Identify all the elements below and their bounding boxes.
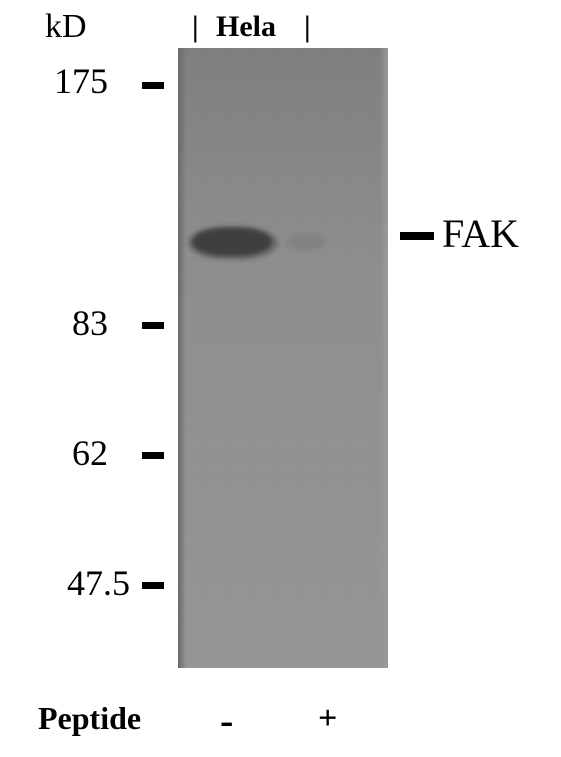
- mw-tick: [142, 322, 164, 329]
- blot-noise-overlay: [178, 48, 388, 668]
- fak-band-main: [192, 228, 272, 256]
- peptide-minus-sign: -: [220, 697, 233, 744]
- sample-header-left-bar: |: [192, 10, 199, 44]
- sample-header-right-bar: |: [304, 10, 311, 44]
- mw-label: 83: [72, 302, 108, 344]
- mw-tick: [142, 82, 164, 89]
- mw-tick: [142, 582, 164, 589]
- western-blot-image: [178, 48, 388, 668]
- protein-name-label: FAK: [442, 210, 519, 257]
- figure-container: kD | Hela | 175 83 62 47.5 FAK Peptide - +: [0, 0, 561, 757]
- mw-label: 62: [72, 432, 108, 474]
- mw-tick: [142, 452, 164, 459]
- fak-band-faint-plus-lane: [286, 234, 326, 250]
- peptide-row-label: Peptide: [38, 700, 141, 737]
- sample-header-name: Hela: [216, 10, 276, 44]
- kd-unit-label: kD: [45, 8, 87, 46]
- mw-label: 175: [54, 60, 108, 102]
- protein-marker-tick: [400, 232, 434, 240]
- mw-label: 47.5: [67, 562, 130, 604]
- peptide-plus-sign: +: [318, 700, 337, 738]
